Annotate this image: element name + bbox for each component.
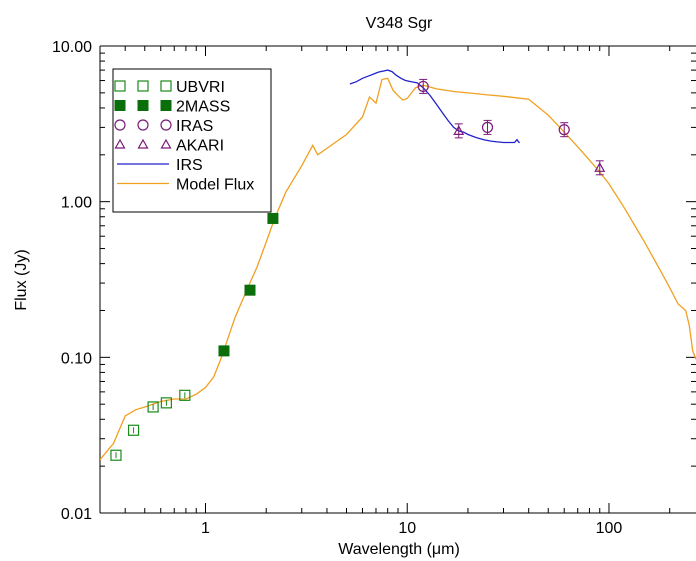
series-line-irs	[349, 69, 521, 144]
plot-area: 1 10 100 0.01 0.10 1.00 10.00	[52, 39, 696, 537]
data-point-ubvri	[127, 424, 140, 436]
legend-marker-iras	[160, 119, 172, 131]
legend-marker-ubvri	[160, 80, 172, 92]
y-tick-label: 10.00	[52, 39, 92, 56]
x-tick-label: 100	[596, 520, 623, 537]
data-point-2mass	[218, 345, 230, 357]
data-point-ubvri	[179, 389, 191, 401]
data-point-ubvri	[110, 449, 122, 461]
y-tick-label: 0.01	[61, 506, 92, 523]
series-line-model-flux	[100, 77, 696, 461]
x-axis-title: Wavelength (μm)	[338, 541, 460, 558]
legend: UBVRI 2MASS IRAS AKARI IRS Model Flux	[112, 68, 272, 213]
x-tick-label: 1	[201, 520, 210, 537]
chart-title: V348 Sgr	[366, 15, 433, 32]
x-tick-label: 10	[398, 520, 416, 537]
legend-label: IRAS	[176, 118, 213, 135]
y-tick-label: 1.00	[61, 195, 92, 212]
legend-marker-akari	[160, 138, 172, 149]
legend-label: Model Flux	[176, 177, 254, 194]
data-point-2mass	[244, 284, 256, 296]
legend-marker-ubvri	[114, 80, 126, 92]
legend-marker-ubvri	[137, 80, 149, 92]
legend-marker-akari	[114, 138, 126, 149]
legend-marker-iras	[137, 119, 149, 131]
y-tick-label: 0.10	[61, 350, 92, 367]
legend-marker-akari	[137, 138, 149, 149]
data-point-ubvri	[147, 401, 159, 413]
legend-label: IRS	[176, 157, 203, 174]
legend-marker-2mass	[114, 100, 126, 111]
legend-marker-2mass	[137, 100, 149, 111]
y-axis-title: Flux (Jy)	[13, 249, 30, 310]
legend-marker-2mass	[160, 100, 172, 111]
legend-box	[112, 68, 272, 213]
legend-label: AKARI	[176, 138, 224, 155]
legend-marker-iras	[114, 119, 126, 131]
data-point-ubvri	[160, 397, 172, 409]
legend-label: 2MASS	[176, 99, 230, 116]
data-point-2mass	[267, 212, 279, 224]
legend-label: UBVRI	[176, 79, 225, 96]
